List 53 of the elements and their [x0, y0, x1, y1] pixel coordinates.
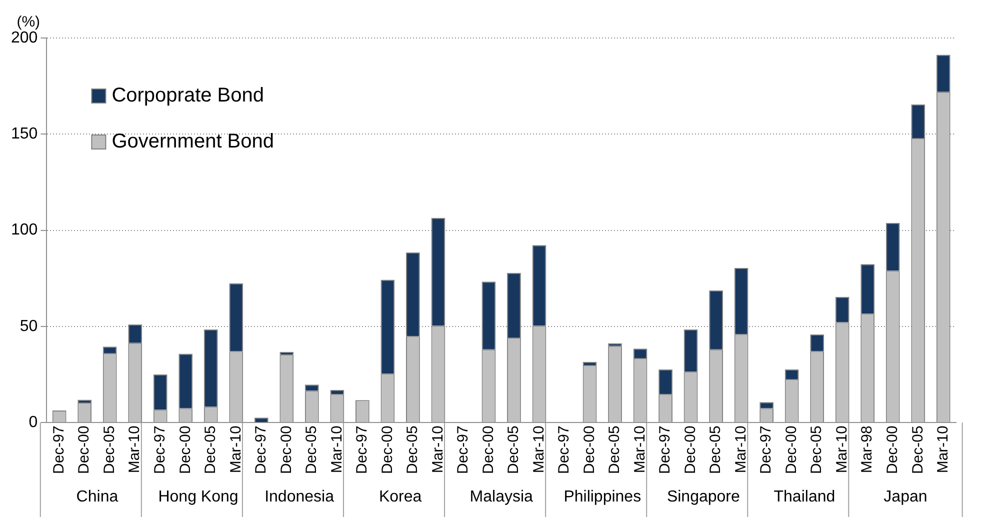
x-tick-label: Dec-97 [50, 426, 68, 474]
x-tick-label: Mar-10 [328, 426, 346, 474]
x-tick-label: Mar-10 [126, 426, 144, 474]
x-tick-label: Mar-10 [934, 426, 952, 474]
text: Korea [378, 488, 422, 506]
y-tick-label: 200 [10, 29, 38, 46]
x-tick-label: Dec-05 [100, 426, 118, 474]
x-tick-label: Mar-98 [858, 426, 876, 474]
y-tick-label: 150 [10, 126, 38, 143]
text: Thailand [774, 488, 836, 506]
x-tick-label: Mar-10 [227, 426, 244, 474]
x-tick-label: Dec-00 [176, 426, 194, 474]
x-tick-label: Dec-05 [202, 426, 220, 474]
x-tick-label: Dec-97 [556, 426, 573, 474]
legend-label: Government Bond [112, 130, 274, 153]
text: China [76, 488, 118, 506]
y-tick-label: 50 [20, 318, 38, 335]
text: Hong Kong [158, 488, 238, 506]
legend-label: Corpoprate Bond [112, 84, 264, 107]
y-tick-label: 0 [28, 414, 38, 432]
x-tick-label: Dec-97 [152, 426, 168, 474]
x-tick-label: Dec-05 [505, 426, 522, 474]
x-tick-label: Dec-97 [454, 426, 472, 474]
x-tick-label: Mar-10 [530, 426, 548, 474]
x-tick-label: Dec-05 [303, 426, 320, 474]
y-axis-title: (%) [16, 14, 40, 31]
x-tick-label: Dec-97 [758, 426, 775, 474]
x-tick-label: Dec-97 [656, 426, 674, 474]
x-tick-label: Dec-00 [480, 426, 497, 474]
text: Indonesia [264, 488, 334, 506]
x-tick-label: Dec-00 [76, 426, 93, 474]
x-tick-label: Dec-00 [580, 426, 598, 474]
x-tick-label: Dec-05 [707, 426, 724, 474]
x-tick-label: Mar-10 [631, 426, 648, 474]
text: Philippines [564, 488, 642, 506]
x-tick-label: Dec-97 [252, 426, 270, 474]
x-tick-label: Mar-10 [429, 426, 446, 474]
text: Malaysia [470, 488, 534, 506]
y-tick-label: 100 [10, 222, 38, 239]
text: Singapore [666, 488, 740, 506]
x-tick-label: Dec-00 [378, 426, 396, 474]
text: Japan [884, 488, 928, 506]
x-tick-label: Dec-00 [278, 426, 295, 474]
x-tick-label: Dec-05 [909, 426, 926, 474]
x-tick-label: Dec-00 [782, 426, 800, 474]
x-tick-label: Dec-00 [884, 426, 901, 474]
x-tick-label: Mar-10 [732, 426, 750, 474]
x-tick-label: Dec-00 [682, 426, 699, 474]
x-tick-label: Dec-97 [354, 426, 371, 474]
x-tick-label: Mar-10 [833, 426, 850, 474]
x-tick-label: Dec-05 [606, 426, 624, 474]
x-tick-label: Dec-05 [404, 426, 422, 474]
x-tick-label: Dec-05 [808, 426, 826, 474]
